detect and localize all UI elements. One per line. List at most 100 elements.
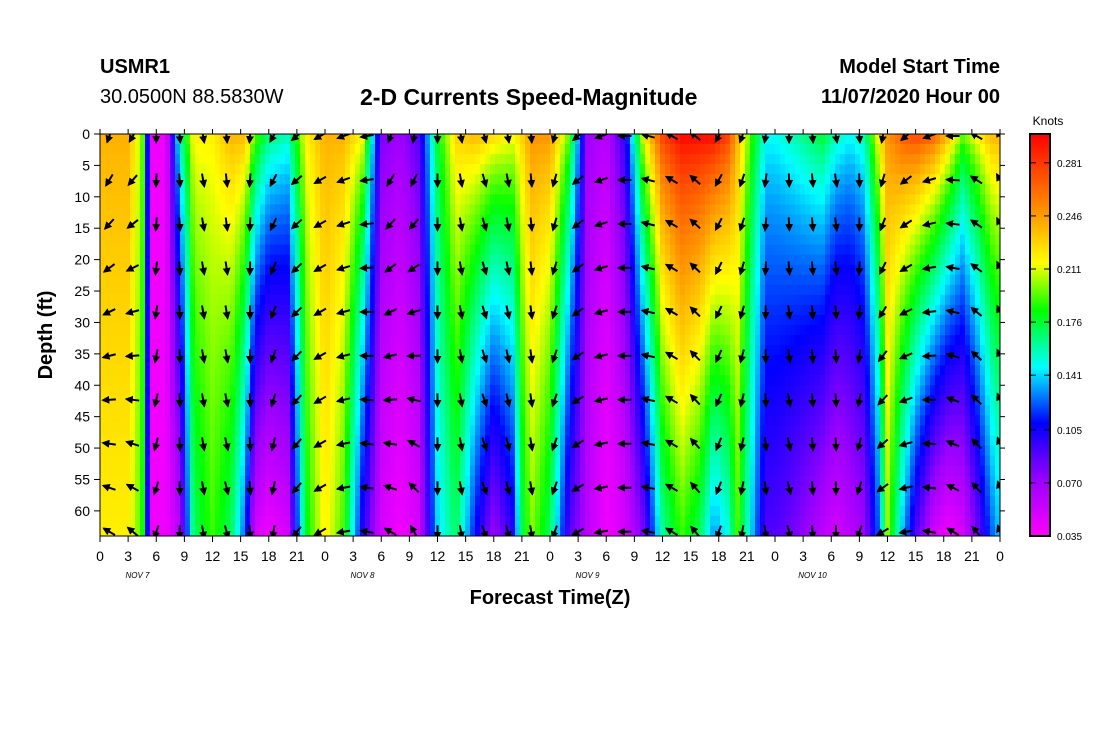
heatmap-cell bbox=[250, 184, 256, 195]
heatmap-cell bbox=[615, 314, 621, 326]
heatmap-cell bbox=[340, 234, 346, 246]
heatmap-cell bbox=[210, 505, 216, 517]
heatmap-cell bbox=[395, 415, 401, 427]
heatmap-cell bbox=[630, 274, 636, 286]
heatmap-cell bbox=[355, 365, 361, 376]
heatmap-cell bbox=[490, 525, 496, 536]
heatmap-cell bbox=[365, 144, 371, 155]
heatmap-cell bbox=[530, 154, 536, 165]
heatmap-cell bbox=[540, 314, 546, 326]
heatmap-cell bbox=[305, 475, 311, 487]
heatmap-cell bbox=[485, 324, 491, 336]
heatmap-cell bbox=[125, 355, 131, 366]
heatmap-cell bbox=[540, 515, 546, 527]
heatmap-cell bbox=[100, 485, 106, 497]
heatmap-cell bbox=[680, 164, 686, 175]
heatmap-cell bbox=[640, 324, 646, 336]
heatmap-cell bbox=[305, 274, 311, 286]
heatmap-cell bbox=[465, 365, 471, 376]
heatmap-cell bbox=[515, 335, 521, 346]
heatmap-cell bbox=[585, 244, 591, 256]
heatmap-cell bbox=[150, 415, 156, 427]
heatmap-cell bbox=[575, 204, 581, 215]
heatmap-cell bbox=[165, 164, 171, 175]
heatmap-cell bbox=[550, 505, 556, 517]
heatmap-cell bbox=[370, 405, 376, 416]
heatmap-cell bbox=[170, 254, 176, 266]
heatmap-cell bbox=[365, 304, 371, 316]
heatmap-cell bbox=[110, 485, 116, 497]
heatmap-cell bbox=[475, 425, 481, 437]
heatmap-cell bbox=[375, 244, 381, 256]
heatmap-cell bbox=[705, 194, 711, 205]
heatmap-cell bbox=[165, 455, 171, 467]
heatmap-cell bbox=[695, 475, 701, 487]
heatmap-cell bbox=[520, 405, 526, 416]
heatmap-cell bbox=[230, 254, 236, 266]
heatmap-cell bbox=[425, 234, 431, 246]
heatmap-cell bbox=[220, 435, 226, 447]
heatmap-cell bbox=[245, 365, 251, 376]
heatmap-cell bbox=[675, 495, 681, 507]
heatmap-cell bbox=[485, 335, 491, 346]
heatmap-cell bbox=[360, 194, 366, 205]
heatmap-cell bbox=[320, 465, 326, 477]
heatmap-cell bbox=[415, 415, 421, 427]
heatmap-cell bbox=[440, 445, 446, 457]
heatmap-cell bbox=[440, 515, 446, 527]
heatmap-cell bbox=[340, 304, 346, 316]
heatmap-cell bbox=[420, 134, 426, 145]
heatmap-cell bbox=[620, 355, 626, 366]
heatmap-cell bbox=[505, 475, 511, 487]
heatmap-cell bbox=[135, 335, 141, 346]
heatmap-cell bbox=[215, 495, 221, 507]
heatmap-cell bbox=[425, 485, 431, 497]
heatmap-cell bbox=[140, 304, 146, 316]
heatmap-cell bbox=[275, 264, 281, 276]
heatmap-cell bbox=[290, 435, 296, 447]
heatmap-cell bbox=[110, 164, 116, 175]
heatmap-cell bbox=[290, 495, 296, 507]
heatmap-cell bbox=[410, 505, 416, 517]
heatmap-cell bbox=[400, 365, 406, 376]
heatmap-cell bbox=[130, 204, 136, 215]
heatmap-cell bbox=[520, 435, 526, 447]
heatmap-cell bbox=[515, 134, 521, 145]
heatmap-cell bbox=[180, 304, 186, 316]
heatmap-cell bbox=[505, 144, 511, 155]
heatmap-cell bbox=[580, 415, 586, 427]
heatmap-cell bbox=[675, 485, 681, 497]
heatmap-cell bbox=[140, 405, 146, 416]
heatmap-cell bbox=[440, 395, 446, 406]
heatmap-cell bbox=[585, 455, 591, 467]
heatmap-cell bbox=[630, 194, 636, 205]
heatmap-cell bbox=[285, 144, 291, 155]
heatmap-cell bbox=[510, 264, 516, 276]
heatmap-cell bbox=[445, 465, 451, 477]
heatmap-cell bbox=[555, 465, 561, 477]
heatmap-cell bbox=[165, 174, 171, 185]
heatmap-cell bbox=[365, 214, 371, 226]
heatmap-cell bbox=[590, 194, 596, 205]
heatmap-cell bbox=[445, 134, 451, 145]
heatmap-cell bbox=[470, 174, 476, 185]
heatmap-cell bbox=[240, 375, 246, 386]
heatmap-cell bbox=[430, 324, 436, 336]
heatmap-cell bbox=[720, 294, 726, 306]
heatmap-cell bbox=[365, 465, 371, 477]
heatmap-cell bbox=[210, 465, 216, 477]
heatmap-cell bbox=[360, 465, 366, 477]
heatmap-cell bbox=[590, 495, 596, 507]
heatmap-cell bbox=[570, 254, 576, 266]
heatmap-cell bbox=[250, 385, 256, 396]
heatmap-cell bbox=[125, 184, 131, 195]
heatmap-cell bbox=[355, 174, 361, 185]
heatmap-cell bbox=[390, 254, 396, 266]
heatmap-cell bbox=[320, 335, 326, 346]
heatmap-cell bbox=[160, 144, 166, 155]
heatmap-cell bbox=[185, 395, 191, 406]
heatmap-cell bbox=[440, 345, 446, 356]
heatmap-cell bbox=[420, 214, 426, 226]
heatmap-cell bbox=[200, 294, 206, 306]
heatmap-cell bbox=[435, 505, 441, 517]
